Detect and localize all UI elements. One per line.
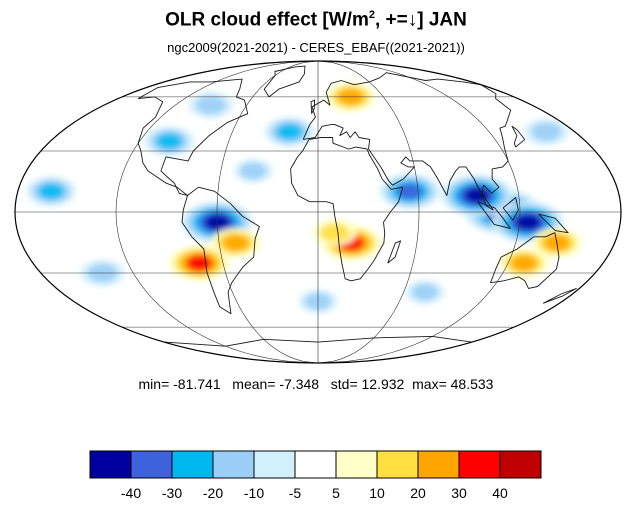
anomaly-patch [319,223,350,242]
stat-min-label: min= [138,376,170,392]
map-border [14,60,622,364]
coastlines [137,65,577,347]
colorbar-label: -40 [121,485,141,501]
coastline [542,287,577,304]
anomaly-patch [239,162,267,180]
colorbar-swatch [335,450,378,479]
stats-line: min= -81.741 mean= -7.348 std= 12.932 ma… [0,376,632,392]
stat-max: 48.533 [450,376,494,392]
anomaly-patch [38,183,65,200]
colorbar-swatch [130,450,173,479]
title-rest: , +=↓] JAN [374,9,467,31]
colorbar-label: 10 [369,485,385,501]
map-subtitle: ngc2009(2021-2021) - CERES_EBAF((2021-20… [167,40,465,55]
coastline [137,78,249,196]
colorbar-label: 40 [492,485,508,501]
coastline [290,137,404,282]
coastline [310,99,316,114]
title-sup: 2 [368,9,375,21]
colorbar-label: 5 [332,485,340,501]
colorbar-label: -10 [244,485,264,501]
coastline [164,335,472,347]
title-main: OLR cloud effect [W/m [165,9,369,31]
coastline [302,72,512,211]
coastline [181,186,260,315]
colorbar-label: 20 [410,485,426,501]
colorbar-swatch [458,450,501,479]
colorbar-label: -20 [203,485,223,501]
anomaly-field [15,61,621,363]
coastline [263,65,306,98]
colorbar-swatch [253,450,296,479]
anomaly-patch [396,183,423,200]
map-title: OLR cloud effect [W/m2, +=↓] JAN [0,9,632,31]
stat-std-label: std= [330,376,358,392]
anomaly-patch [222,234,249,252]
colorbar-swatch [417,450,460,479]
graticule [15,61,621,363]
colorbar-label: -30 [162,485,182,501]
anomaly-patch [156,133,183,150]
coastline [502,197,519,221]
anomaly-patch [196,95,226,115]
stat-max-label: max= [412,376,447,392]
anomaly-patch [515,214,541,231]
coastline [511,125,526,148]
stat-min: -81.741 [173,376,221,392]
colorbar-swatch [89,450,132,479]
coastline [538,213,569,234]
anomaly-patch [531,122,562,142]
stat-mean-label: mean= [232,376,276,392]
colorbar-swatch [171,450,214,479]
coastline [387,240,402,264]
colorbar-swatch [499,450,542,479]
coastline [490,232,560,289]
colorbar-label: 30 [451,485,467,501]
stat-std: 12.932 [361,376,405,392]
coastline [477,201,511,229]
colorbar-swatch [376,450,419,479]
colorbar-label: -5 [289,485,302,501]
anomaly-patch [510,254,537,272]
colorbar-swatch [294,450,337,479]
colorbar-swatch [212,450,255,479]
anomaly-patch [411,283,439,301]
anomaly-patch [276,123,303,140]
stat-mean: -7.348 [279,376,320,392]
